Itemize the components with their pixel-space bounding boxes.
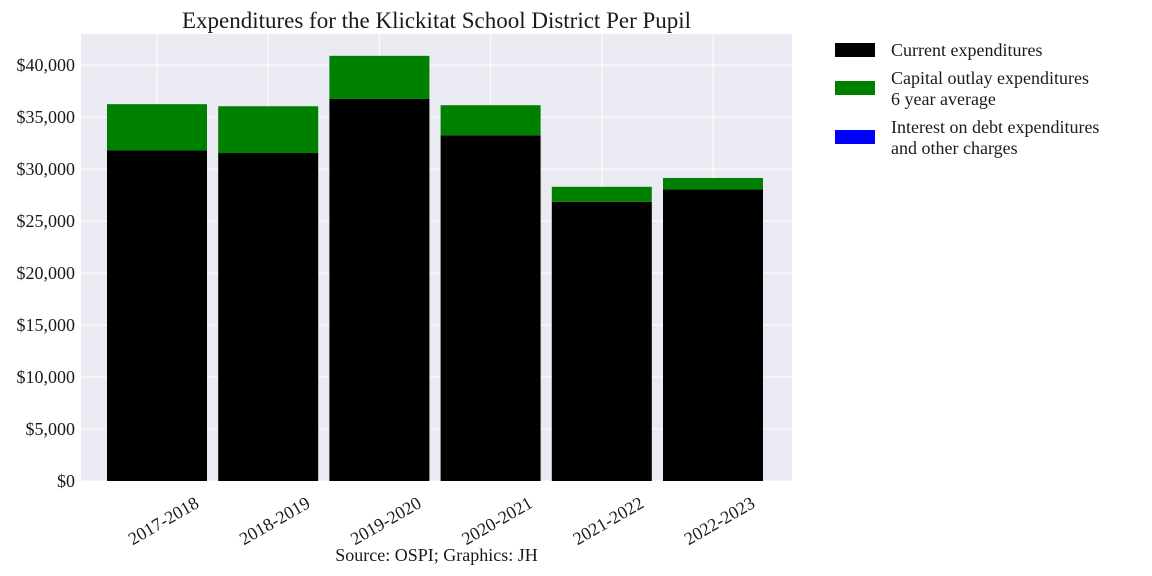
bar-current-2021-2022 [551, 201, 652, 481]
y-tick-label: $25,000 [17, 211, 76, 231]
legend-label: Current expenditures [891, 40, 1042, 60]
x-tick-label: 2021-2022 [569, 493, 647, 549]
legend-label: Interest on debt expenditures and other c… [891, 117, 1099, 158]
bar-capital-outlay-2021-2022 [551, 186, 652, 202]
x-tick-label: 2022-2023 [681, 493, 759, 549]
source-label: Source: OSPI; Graphics: JH [335, 545, 537, 565]
chart-title: Expenditures for the Klickitat School Di… [182, 8, 691, 33]
y-tick-label: $20,000 [17, 263, 76, 283]
legend: Current expenditures Capital outlay expen… [835, 40, 1099, 158]
bar-capital-outlay-2020-2021 [440, 105, 541, 136]
bar-current-2022-2023 [663, 189, 763, 481]
bar-current-2020-2021 [440, 135, 541, 481]
x-tick-label: 2019-2020 [347, 493, 425, 549]
y-tick-label: $0 [57, 471, 75, 491]
legend-label: Capital outlay expenditures 6 year averag… [891, 68, 1089, 109]
bar-current-2018-2019 [218, 153, 319, 482]
x-axis-ticks: 2017-2018 2018-2019 2019-2020 2020-2021 2021… [125, 493, 759, 549]
legend-swatch [835, 43, 875, 57]
x-tick-label: 2017-2018 [125, 493, 203, 549]
y-axis-ticks: $0 $5,000 $10,000 $15,000 $20,000 $25,000 $30,… [17, 55, 76, 491]
bar-capital-outlay-2017-2018 [107, 104, 207, 151]
bar-capital-outlay-2019-2020 [329, 55, 430, 99]
bar-capital-outlay-2018-2019 [218, 106, 319, 154]
bar-current-2019-2020 [329, 98, 430, 481]
y-tick-label: $10,000 [17, 367, 76, 387]
y-tick-label: $5,000 [26, 419, 76, 439]
bars [107, 55, 763, 482]
legend-swatch [835, 130, 875, 144]
y-tick-label: $15,000 [17, 315, 76, 335]
bar-current-2017-2018 [107, 150, 207, 481]
x-tick-label: 2020-2021 [458, 493, 536, 549]
bar-capital-outlay-2022-2023 [663, 177, 763, 190]
y-tick-label: $35,000 [17, 107, 76, 127]
y-tick-label: $40,000 [17, 55, 76, 75]
y-tick-label: $30,000 [17, 159, 76, 179]
legend-swatch [835, 81, 875, 95]
x-tick-label: 2018-2019 [236, 493, 314, 549]
